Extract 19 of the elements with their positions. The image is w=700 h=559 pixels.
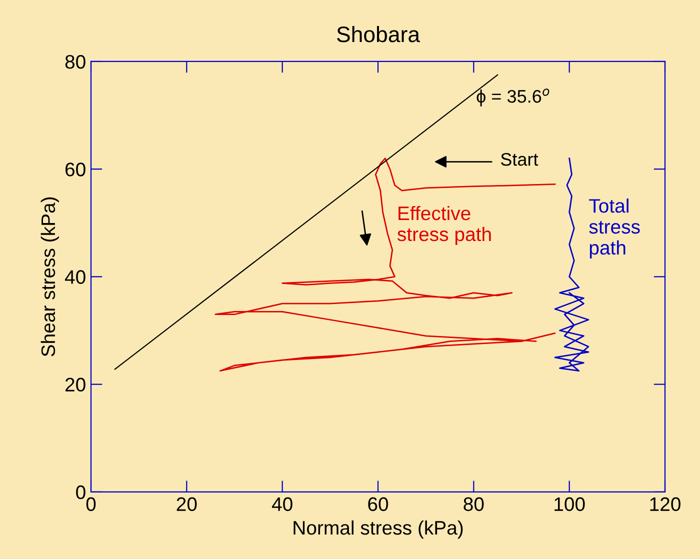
annotation: ϕ = 35.6$^{o}$ xyxy=(476,88,550,106)
y-tick-label: 20 xyxy=(65,378,86,392)
y-tick-label: 80 xyxy=(65,54,86,69)
chart-title: Shobara xyxy=(337,26,420,42)
x-axis-title: Normal stress (kPa) xyxy=(294,520,463,539)
x-tick-label: 80 xyxy=(464,497,484,512)
y-tick-label: 0 xyxy=(76,485,86,500)
x-tick-label: 120 xyxy=(650,497,680,512)
y-tick-label: 40 xyxy=(64,270,86,284)
annotation: Start xyxy=(500,152,538,166)
x-tick-label: 60 xyxy=(368,497,388,512)
y-tick-label: 60 xyxy=(66,162,86,176)
y-axis-title: Shear stress (kPa) xyxy=(40,197,59,356)
x-tick-label: 20 xyxy=(176,497,197,512)
x-tick-label: 100 xyxy=(554,497,585,512)
annotation: Total stress path xyxy=(589,198,640,259)
x-tick-label: 0 xyxy=(86,497,96,512)
annotation: Effective stress path xyxy=(397,206,491,246)
x-tick-label: 40 xyxy=(272,497,292,512)
